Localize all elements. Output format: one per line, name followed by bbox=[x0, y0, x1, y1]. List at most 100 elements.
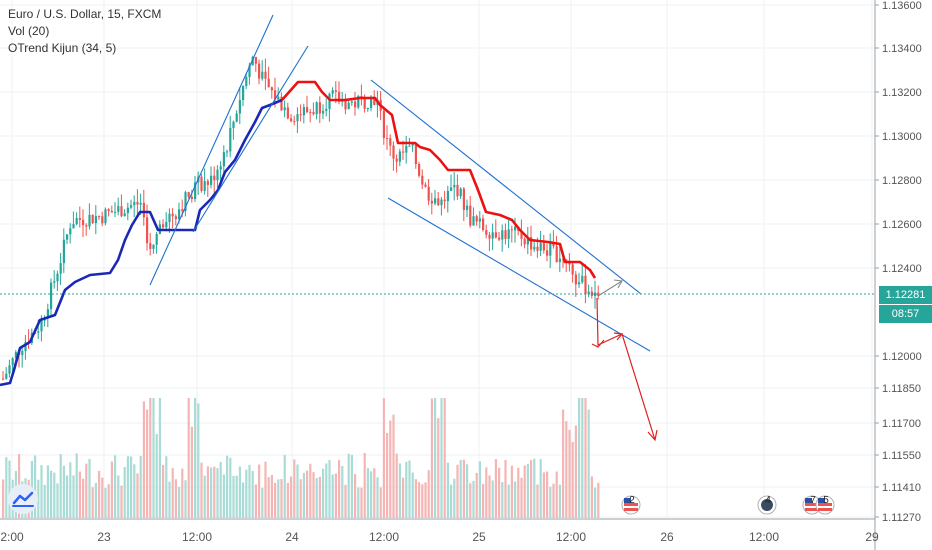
volume-bar bbox=[514, 481, 517, 518]
tradingview-logo[interactable] bbox=[8, 484, 38, 514]
volume-bar bbox=[203, 475, 206, 518]
candle-body bbox=[334, 90, 337, 92]
candle-body bbox=[174, 216, 177, 219]
candle-body bbox=[507, 229, 510, 239]
kijun-indicator-label[interactable]: OTrend Kijun (34, 5) bbox=[8, 41, 117, 55]
candle-body bbox=[558, 258, 561, 263]
candle-body bbox=[194, 182, 197, 200]
volume-bar bbox=[584, 398, 587, 518]
volume-bar bbox=[552, 483, 555, 518]
price-tick-label: 1.12400 bbox=[882, 263, 922, 275]
candle-body bbox=[395, 158, 398, 162]
candle-body bbox=[59, 263, 62, 274]
volume-bar bbox=[142, 401, 145, 518]
volume-bar bbox=[222, 474, 225, 518]
candle-body bbox=[498, 237, 501, 240]
candle-body bbox=[101, 216, 104, 224]
event-marker-us-flag-icon[interactable]: 7 bbox=[802, 495, 822, 515]
candle-body bbox=[24, 342, 27, 351]
candle-body bbox=[200, 176, 203, 191]
candle-body bbox=[421, 175, 424, 185]
candle-body bbox=[437, 198, 440, 206]
volume-bar bbox=[424, 482, 427, 518]
candle-body bbox=[389, 138, 392, 146]
candle-body bbox=[50, 282, 53, 310]
symbol-title[interactable]: Euro / U.S. Dollar, 15, FXCM bbox=[8, 7, 162, 21]
candle-body bbox=[552, 243, 555, 247]
candle-body bbox=[312, 112, 315, 115]
candle-body bbox=[318, 102, 321, 114]
candle-body bbox=[168, 213, 171, 222]
candle-body bbox=[222, 152, 225, 167]
volume-bar bbox=[494, 459, 497, 518]
volume-bar bbox=[443, 398, 446, 518]
time-tick-label: 26 bbox=[660, 530, 674, 544]
volume-bar bbox=[78, 471, 81, 518]
candle-body bbox=[187, 192, 190, 197]
candle-body bbox=[510, 229, 513, 231]
candle-body bbox=[226, 151, 229, 153]
candle-body bbox=[139, 202, 142, 205]
volume-bar bbox=[370, 471, 373, 518]
event-marker-us-flag-icon[interactable]: 2 bbox=[621, 495, 641, 515]
volume-bar bbox=[286, 482, 289, 518]
candle-body bbox=[219, 166, 222, 170]
volume-bar bbox=[520, 477, 523, 518]
volume-bar bbox=[66, 475, 69, 518]
volume-bar bbox=[318, 476, 321, 518]
candle-body bbox=[546, 250, 549, 256]
price-tick-label: 1.13000 bbox=[882, 131, 922, 143]
volume-bar bbox=[475, 472, 478, 518]
event-count-label: 5 bbox=[823, 495, 829, 506]
candle-body bbox=[382, 110, 385, 139]
volume-bar bbox=[248, 464, 251, 518]
candle-body bbox=[526, 237, 529, 245]
volume-bar bbox=[334, 473, 337, 518]
candle-body bbox=[162, 224, 165, 228]
volume-bar bbox=[258, 464, 261, 518]
event-marker-us-flag-icon[interactable]: 5 bbox=[815, 495, 835, 515]
volume-bar bbox=[34, 455, 37, 518]
candle-body bbox=[571, 264, 574, 275]
volume-bar bbox=[517, 467, 520, 518]
volume-bar bbox=[405, 461, 408, 518]
volume-bar bbox=[216, 468, 219, 518]
candle-body bbox=[363, 96, 366, 109]
candle-body bbox=[40, 320, 43, 332]
candle-body bbox=[242, 85, 245, 100]
candle-body bbox=[267, 78, 270, 88]
candle-body bbox=[485, 229, 488, 235]
volume-bar bbox=[46, 465, 49, 518]
volume-bar bbox=[274, 482, 277, 518]
time-tick-label: 2:00 bbox=[0, 530, 24, 544]
volume-bar bbox=[98, 470, 101, 518]
candle-body bbox=[91, 214, 94, 224]
candle-body bbox=[504, 230, 507, 239]
volume-bar bbox=[382, 398, 385, 518]
volume-bar bbox=[238, 466, 241, 518]
candle-body bbox=[405, 145, 408, 153]
price-tick-label: 1.11270 bbox=[882, 512, 921, 524]
candle-body bbox=[213, 175, 216, 181]
event-marker-clock-icon[interactable]: 4 bbox=[757, 495, 777, 515]
event-count-label: 4 bbox=[765, 495, 771, 506]
candle-body bbox=[446, 190, 449, 202]
volume-bar bbox=[594, 487, 597, 518]
volume-bar bbox=[302, 472, 305, 518]
volume-bar bbox=[155, 434, 158, 518]
volume-bar bbox=[174, 479, 177, 518]
volume-bar bbox=[539, 459, 542, 518]
volume-bar bbox=[210, 467, 213, 518]
candle-body bbox=[85, 225, 88, 227]
volume-bar bbox=[485, 467, 488, 518]
volume-bar bbox=[498, 467, 501, 518]
price-tick-label: 1.11850 bbox=[882, 383, 921, 395]
candle-body bbox=[296, 114, 299, 122]
volume-bar bbox=[510, 465, 513, 518]
volume-indicator-label[interactable]: Vol (20) bbox=[8, 24, 50, 38]
candle-body bbox=[315, 102, 318, 115]
candle-body bbox=[536, 246, 539, 251]
candle-body bbox=[264, 71, 267, 79]
